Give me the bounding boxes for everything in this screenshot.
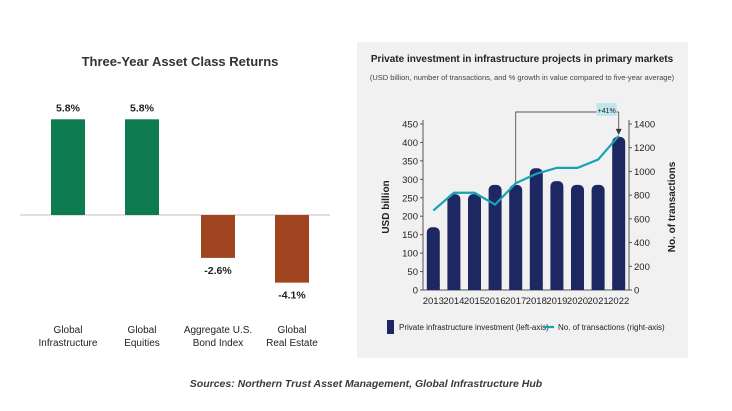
investment-bar-base [571, 284, 584, 290]
investment-bar-2013 [426, 227, 440, 290]
year-label: 2021 [588, 296, 609, 307]
category-label: Aggregate U.S. Bond Index [184, 325, 252, 349]
investment-bar-2017 [509, 184, 523, 290]
left-tick-label: 350 [402, 156, 418, 167]
year-label: 2016 [485, 296, 506, 307]
bar-value-label: 5.8% [56, 102, 81, 114]
legend-label-investment: Private infrastructure investment (left-… [399, 323, 549, 332]
bar-value-label: 5.8% [130, 102, 155, 114]
left-tick-label: 300 [402, 175, 418, 186]
year-label: 2018 [526, 296, 547, 307]
asset-class-returns-svg: Three-Year Asset Class Returns 5.8% Globa… [20, 54, 330, 349]
asset-class-returns-chart: Three-Year Asset Class Returns 5.8% Globa… [0, 0, 340, 370]
bar-value-label: -4.1% [278, 290, 306, 302]
infrastructure-investment-panel: Private investment in infrastructure pro… [357, 42, 688, 358]
investment-bar-2015 [468, 194, 481, 290]
investment-bar-2018 [529, 168, 543, 290]
year-label: 2015 [464, 296, 485, 307]
year-label: 2020 [567, 296, 588, 307]
bar-2 [125, 119, 159, 215]
source-note: Sources: Northern Trust Asset Management… [189, 378, 543, 390]
year-label: 2013 [423, 296, 444, 307]
right-tick-label: 1000 [634, 167, 655, 178]
left-tick-label: 50 [407, 267, 418, 278]
left-tick-label: 450 [402, 120, 418, 131]
right-tick-label: 800 [634, 191, 650, 202]
investment-bar-2020 [571, 184, 584, 290]
transactions-line [432, 135, 620, 212]
year-label: 2017 [505, 296, 526, 307]
investment-bar-base [529, 284, 543, 290]
category-label: Global Infrastructure [39, 325, 98, 349]
right-tick-label: 400 [634, 238, 650, 249]
investment-bar-2014 [447, 194, 461, 290]
left-tick-label: 250 [402, 193, 418, 204]
left-tick-label: 0 [413, 286, 418, 297]
legend-swatch-investment [387, 320, 394, 334]
right-tick-label: 0 [634, 286, 639, 297]
investment-bar-2021 [591, 184, 605, 290]
bar-3 [201, 215, 235, 258]
category-label: Global Equities [124, 325, 160, 349]
right-tick-label: 1200 [634, 143, 655, 154]
investment-bar-base [550, 284, 564, 290]
year-label: 2014 [443, 296, 464, 307]
right-chart-title: Private investment in infrastructure pro… [371, 54, 674, 65]
year-label: 2022 [608, 296, 629, 307]
category-label: Global Real Estate [266, 325, 318, 349]
right-tick-label: 1400 [634, 120, 655, 131]
left-tick-label: 150 [402, 230, 418, 241]
left-tick-label: 200 [402, 212, 418, 223]
investment-bar-base [468, 284, 481, 290]
investment-bar-base [612, 284, 626, 290]
bar-1 [51, 119, 85, 215]
right-axis-title: No. of transactions [667, 161, 678, 252]
annotation-bracket [515, 111, 619, 183]
investment-bar-base [447, 284, 461, 290]
infrastructure-investment-svg: Private investment in infrastructure pro… [370, 54, 678, 334]
investment-bar-base [426, 284, 440, 290]
legend-label-transactions: No. of transactions (right-axis) [558, 323, 665, 332]
left-axis-title: USD billion [381, 180, 392, 233]
annotation-label: +41% [598, 108, 616, 115]
investment-bar-2022 [612, 136, 626, 290]
investment-bar-2019 [550, 181, 564, 290]
bar-4 [275, 215, 309, 283]
left-tick-label: 100 [402, 249, 418, 260]
investment-bar-base [509, 284, 523, 290]
bar-value-label: -2.6% [204, 265, 232, 277]
right-tick-label: 200 [634, 262, 650, 273]
investment-bar-base [591, 284, 605, 290]
right-chart-subtitle: (USD billion, number of transactions, an… [370, 73, 675, 82]
investment-bar-2016 [488, 184, 502, 290]
year-label: 2019 [546, 296, 567, 307]
investment-bar-base [488, 284, 502, 290]
right-tick-label: 600 [634, 214, 650, 225]
annotation-arrow-head [615, 128, 622, 135]
annotation-badge [596, 103, 617, 116]
left-chart-title: Three-Year Asset Class Returns [82, 54, 279, 69]
left-tick-label: 400 [402, 138, 418, 149]
